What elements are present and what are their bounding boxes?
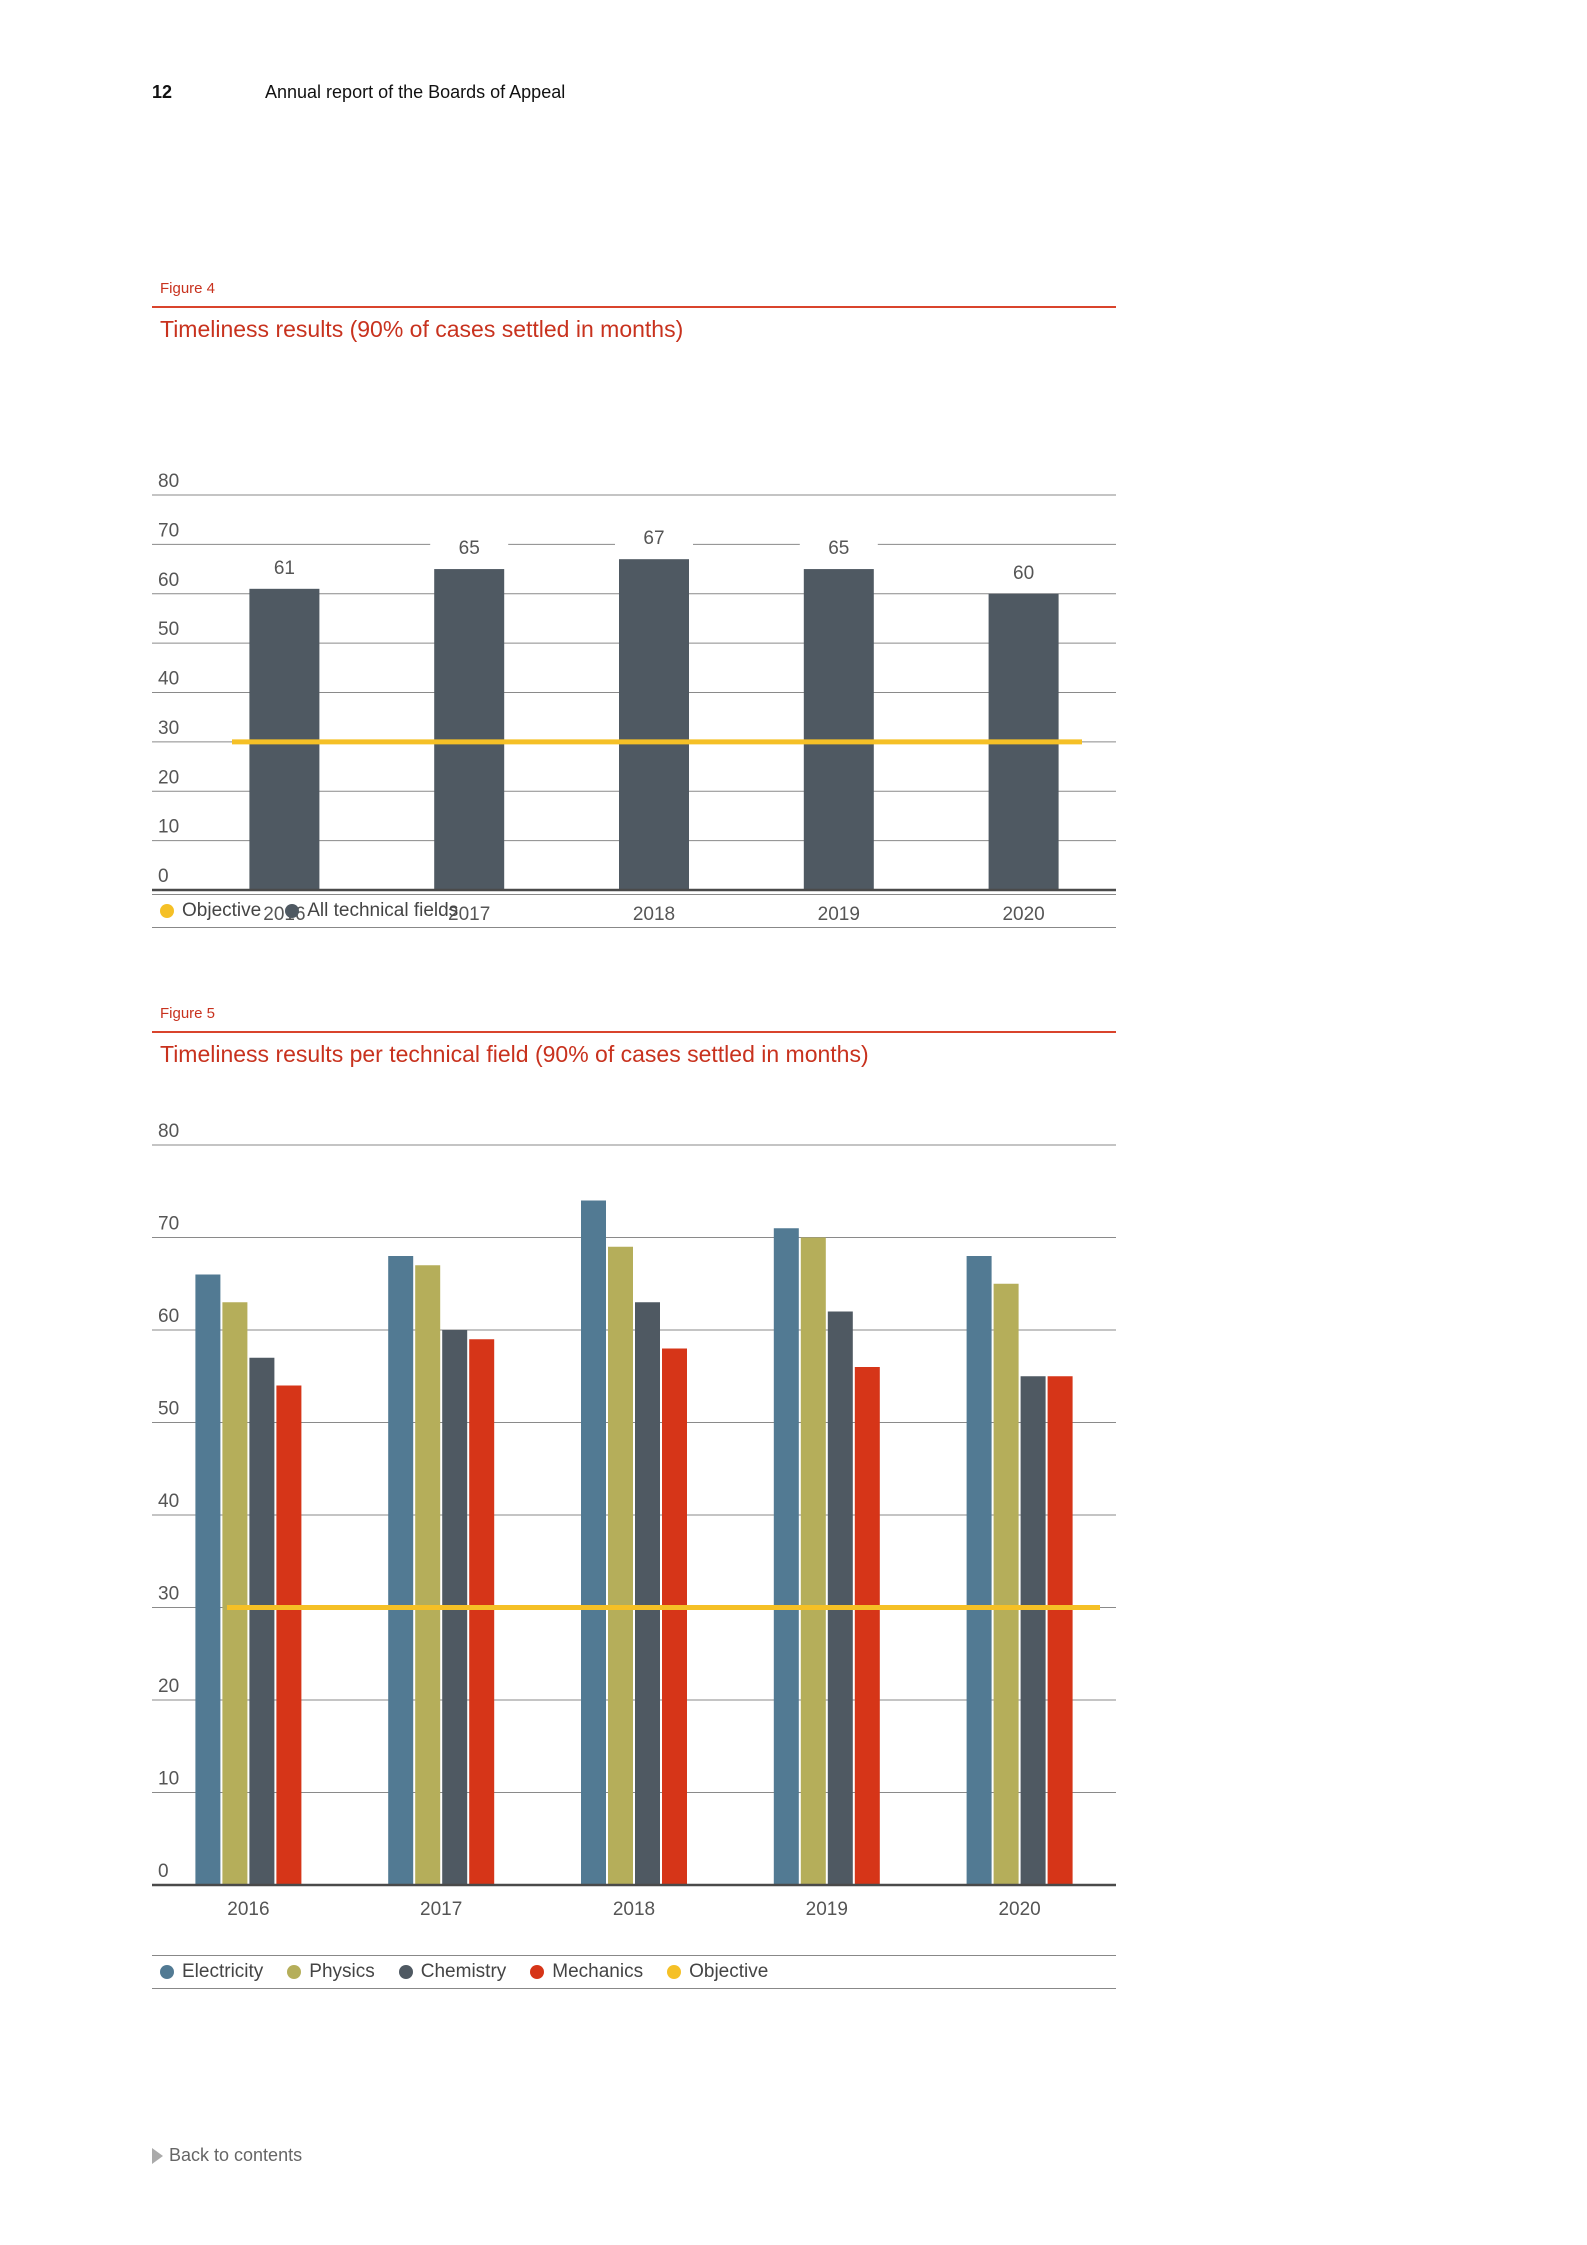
y-tick-label: 30	[158, 1584, 179, 1605]
legend-figure-4: Objective All technical fields	[152, 894, 1116, 928]
y-tick-label: 40	[158, 669, 179, 690]
back-to-contents-label: Back to contents	[169, 2145, 303, 2165]
bar-electricity-2016	[195, 1274, 221, 1885]
figure-4: Figure 4 Timeliness results (90% of case…	[152, 270, 1116, 930]
legend-item-objective: Objective	[667, 1961, 768, 1983]
bar-electricity-2020	[966, 1256, 992, 1885]
play-triangle-icon	[152, 2147, 163, 2164]
y-tick-label: 70	[158, 520, 179, 541]
y-tick-label: 30	[158, 718, 179, 739]
bar-mechanics-2016	[276, 1385, 302, 1885]
page-number: 12	[152, 82, 173, 102]
legend-swatch-objective	[160, 904, 174, 918]
legend-item-electricity: Electricity	[160, 1961, 263, 1983]
legend-label: Objective	[182, 900, 262, 921]
y-tick-label: 50	[158, 619, 179, 640]
x-tick-label: 2019	[818, 904, 860, 925]
legend-item-objective: Objective	[160, 900, 261, 922]
x-tick-label: 2016	[227, 1899, 269, 1920]
bar-physics-2020	[993, 1283, 1019, 1885]
data-label-mask	[984, 555, 1063, 586]
bar-mechanics-2017	[469, 1339, 495, 1885]
figure-title: Timeliness results per technical field (…	[160, 1041, 869, 1067]
figure-rule	[152, 306, 1116, 308]
data-label: 60	[1013, 563, 1034, 584]
bar-electricity-2019	[773, 1228, 799, 1885]
bar-physics-2017	[415, 1265, 441, 1885]
y-tick-label: 10	[158, 1769, 179, 1790]
bar-mechanics-2020	[1047, 1376, 1073, 1885]
bar-chemistry-2016	[249, 1357, 275, 1885]
y-tick-label: 0	[158, 1861, 169, 1882]
figure-rule	[152, 1031, 1116, 1033]
chart-figure-5: 0 10 20 30 40 50 60 70 80 2016 2017 2018 2019 2020	[152, 1121, 1116, 1920]
y-tick-label: 50	[158, 1399, 179, 1420]
legend-item-mechanics: Mechanics	[530, 1961, 643, 1983]
bar-mechanics-2018	[662, 1348, 687, 1885]
data-label: 65	[828, 538, 849, 559]
legend-swatch-all-technical-fields	[285, 904, 300, 918]
y-tick-label: 60	[158, 570, 179, 591]
data-label-mask	[430, 531, 509, 562]
bar-chemistry-2019	[827, 1311, 853, 1885]
data-label-mask	[799, 531, 878, 562]
bar-all-technical-fields-2019	[803, 569, 874, 890]
back-to-contents-link[interactable]: Back to contents	[152, 2145, 302, 2166]
legend-swatch-electricity	[160, 1965, 174, 1979]
y-tick-label: 10	[158, 817, 179, 838]
legend-label: All technical fields	[307, 900, 459, 921]
bar-physics-2019	[800, 1237, 826, 1885]
legend-swatch-mechanics	[530, 1965, 545, 1979]
legend-item-physics: Physics	[287, 1961, 375, 1983]
bar-electricity-2018	[581, 1200, 606, 1885]
legend-swatch-physics	[287, 1965, 302, 1979]
y-tick-label: 20	[158, 1676, 179, 1697]
bar-chemistry-2020	[1020, 1376, 1046, 1885]
figure-title: Timeliness results (90% of cases settled…	[160, 316, 684, 342]
legend-label: Objective	[689, 1961, 769, 1982]
y-tick-label: 20	[158, 767, 179, 788]
y-tick-label: 40	[158, 1491, 179, 1512]
bar-all-technical-fields-2018	[619, 559, 689, 890]
legend-label: Mechanics	[552, 1961, 644, 1982]
data-label-mask	[615, 521, 693, 552]
figure-label: Figure 5	[160, 1005, 216, 1022]
x-tick-label: 2018	[633, 904, 675, 925]
bar-mechanics-2019	[854, 1367, 880, 1885]
legend-label: Electricity	[182, 1961, 264, 1982]
legend-figure-5: Electricity Physics Chemistry Mechanics …	[152, 1955, 1116, 1989]
bar-physics-2016	[222, 1302, 248, 1885]
x-tick-label: 2018	[613, 1899, 655, 1920]
y-tick-label: 80	[158, 471, 179, 492]
data-label-mask	[245, 550, 324, 581]
x-tick-label: 2017	[448, 904, 490, 925]
x-tick-label: 2020	[998, 1899, 1040, 1920]
x-tick-label: 2017	[420, 1899, 462, 1920]
report-title: Annual report of the Boards of Appeal	[265, 82, 566, 102]
data-label: 61	[274, 558, 295, 579]
chart-figure-4: 0102030405060708061201665201767201865201…	[152, 471, 1116, 925]
y-tick-label: 70	[158, 1214, 179, 1235]
x-tick-label: 2019	[806, 1899, 848, 1920]
bar-chemistry-2018	[635, 1302, 660, 1885]
legend-label: Chemistry	[420, 1961, 507, 1982]
data-label: 65	[459, 538, 480, 559]
bar-electricity-2017	[388, 1256, 414, 1885]
bar-all-technical-fields-2017	[434, 569, 505, 890]
legend-item-chemistry: Chemistry	[398, 1961, 507, 1983]
legend-label: Physics	[309, 1961, 375, 1982]
legend-swatch-chemistry	[398, 1965, 413, 1979]
x-tick-label: 2020	[1002, 904, 1044, 925]
y-tick-label: 0	[158, 866, 169, 887]
figure-label: Figure 4	[160, 280, 216, 297]
legend-item-all-technical-fields: All technical fields	[285, 900, 458, 922]
figure-5: Figure 5 Timeliness results per technica…	[152, 995, 1116, 1995]
legend-swatch-objective	[667, 1965, 682, 1979]
y-tick-label: 80	[158, 1121, 179, 1142]
data-label: 67	[643, 528, 664, 549]
y-tick-label: 60	[158, 1306, 179, 1327]
bar-physics-2018	[608, 1246, 633, 1885]
